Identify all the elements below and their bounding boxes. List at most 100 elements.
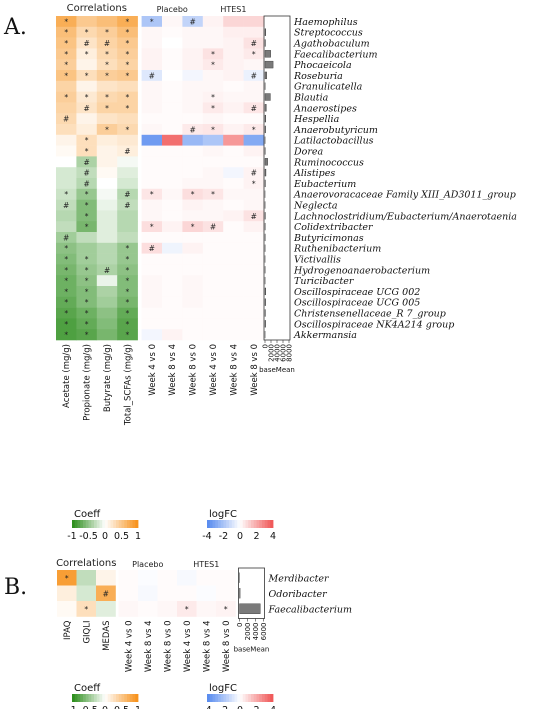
corr-cell <box>96 318 118 330</box>
logfc-legend-swatch <box>218 694 222 702</box>
logfc-cell <box>157 570 178 586</box>
corr-cell <box>96 156 118 168</box>
group-header: HTES1 <box>220 5 246 14</box>
logfc-cell <box>243 59 265 71</box>
logfc-legend-swatch <box>248 520 252 528</box>
corr-cell <box>117 286 138 298</box>
significance-mark: * <box>211 50 215 59</box>
logfc-legend-swatch <box>262 694 266 702</box>
row-label: Blautia <box>293 93 329 104</box>
logfc-cell <box>202 199 224 211</box>
significance-mark: * <box>105 104 109 113</box>
corr-cell <box>56 210 77 222</box>
logfc-legend-swatch <box>264 694 268 702</box>
corr-cell <box>117 178 138 190</box>
logfc-cell <box>223 145 244 157</box>
coeff-legend-swatch <box>72 520 76 528</box>
logfc-cell <box>202 264 224 276</box>
logfc-cell <box>182 221 204 233</box>
coeff-legend-swatch <box>129 694 133 702</box>
coeff-legend-tick: 0 <box>102 705 108 709</box>
significance-mark: * <box>150 223 154 232</box>
logfc-legend-swatch <box>262 520 266 528</box>
row-label: Faecalibacterium <box>293 49 378 60</box>
column-label: Week 4 vs 0 <box>148 344 158 396</box>
coeff-legend-tick: -0.5 <box>79 531 98 542</box>
coeff-legend-tick: -1 <box>67 705 76 709</box>
corr-cell <box>117 156 138 168</box>
significance-mark: * <box>126 244 130 253</box>
significance-mark: # <box>104 39 110 48</box>
logfc-cell <box>202 275 224 287</box>
corr-cell <box>76 102 98 114</box>
corr-cell <box>76 80 98 92</box>
logfc-cell <box>162 307 183 319</box>
logfc-cell <box>141 113 163 125</box>
corr-cell <box>76 178 98 190</box>
significance-mark: * <box>85 331 89 340</box>
significance-mark: # <box>63 201 69 210</box>
logfc-cell <box>162 318 183 330</box>
column-label: Week 8 vs 0 <box>250 344 260 396</box>
logfc-legend-swatch <box>251 694 255 702</box>
corr-cell <box>117 124 138 136</box>
coeff-legend-swatch <box>118 694 122 702</box>
corr-cell <box>76 253 98 265</box>
basemean-tick-label: 4000 <box>252 623 260 641</box>
logfc-cell <box>182 156 204 168</box>
significance-mark: * <box>211 93 215 102</box>
corr-cell <box>96 264 118 276</box>
significance-mark: * <box>85 190 89 199</box>
logfc-cell <box>162 113 183 125</box>
corr-cell <box>96 188 118 200</box>
row-label: Oscillospiraceae UCG 005 <box>294 298 420 309</box>
significance-mark: # <box>251 212 257 221</box>
basemean-label: baseMean <box>234 646 270 654</box>
basemean-tick-label: 4000 <box>274 344 282 362</box>
corr-cell <box>56 16 77 28</box>
corr-cell <box>96 102 118 114</box>
significance-mark: * <box>224 605 228 614</box>
logfc-cell <box>243 80 265 92</box>
logfc-cell <box>223 70 244 82</box>
logfc-cell <box>141 37 163 49</box>
logfc-cell <box>141 242 163 254</box>
row-label: Faecalibacterium <box>268 604 353 615</box>
significance-mark: # <box>149 244 155 253</box>
logfc-legend-swatch <box>267 520 271 528</box>
column-label: Propionate (mg/g) <box>83 344 93 421</box>
significance-mark: * <box>64 298 68 307</box>
significance-mark: * <box>191 223 195 232</box>
corr-cell <box>56 134 77 146</box>
corr-cell <box>76 48 98 60</box>
corr-cell <box>76 26 98 38</box>
logfc-legend-swatch <box>237 520 241 528</box>
logfc-cell <box>141 307 163 319</box>
corr-cell <box>117 48 138 60</box>
corr-cell <box>76 113 98 125</box>
basemean-frame <box>238 567 265 619</box>
coeff-legend-swatch <box>99 520 103 528</box>
logfc-cell <box>141 91 163 103</box>
logfc-cell <box>162 296 183 308</box>
basemean-bar <box>264 28 266 36</box>
basemean-bar <box>264 287 266 296</box>
logfc-cell <box>162 210 183 222</box>
logfc-legend-swatch <box>237 694 241 702</box>
column-label: Week 4 vs 0 <box>183 621 193 673</box>
logfc-cell <box>182 134 204 146</box>
row-label: Anaerostipes <box>293 103 357 114</box>
logfc-legend-swatch <box>253 694 257 702</box>
significance-mark: * <box>85 287 89 296</box>
significance-mark: * <box>105 71 109 80</box>
significance-mark: # <box>83 169 89 178</box>
coeff-legend-swatch <box>91 520 95 528</box>
significance-mark: # <box>63 233 69 242</box>
row-label: Granulicatella <box>294 82 363 93</box>
corr-cell <box>96 145 118 157</box>
logfc-cell <box>141 59 163 71</box>
significance-mark: * <box>84 605 88 614</box>
logfc-cell <box>162 26 183 38</box>
corr-cell <box>56 296 77 308</box>
logfc-legend-swatch <box>215 694 219 702</box>
